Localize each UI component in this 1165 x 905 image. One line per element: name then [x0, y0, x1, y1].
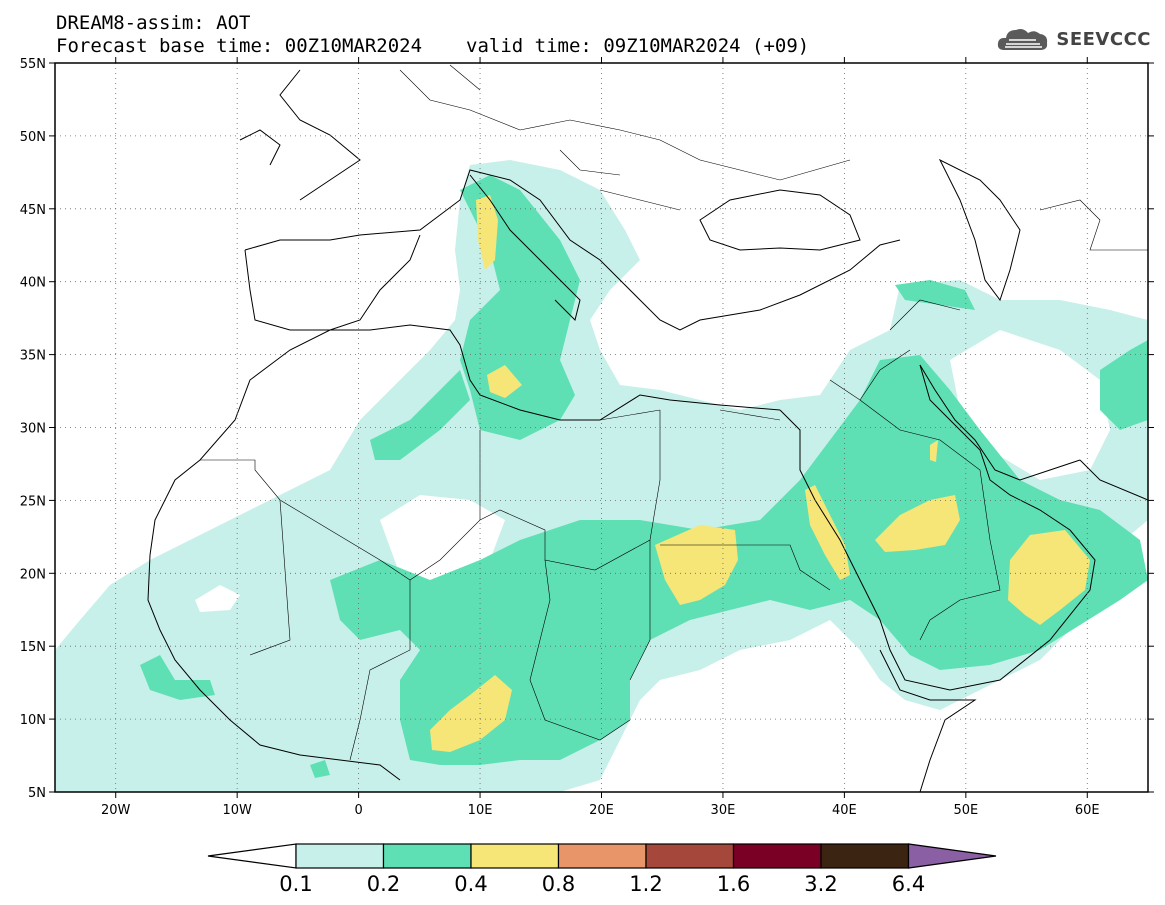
- lat-label: 20N: [20, 567, 46, 582]
- aot-contour-0.4: [1008, 530, 1090, 625]
- border: [1039, 199, 1148, 251]
- coastline-black-sea: [699, 189, 861, 251]
- lat-label: 40N: [20, 276, 46, 291]
- forecast-base-time: Forecast base time: 00Z10MAR2024: [56, 35, 423, 57]
- lon-label: 50E: [953, 803, 978, 818]
- colorbar-bin: [382, 843, 472, 869]
- colorbar-label: 1.6: [717, 872, 750, 896]
- border: [859, 399, 1001, 641]
- aot-contour-0.2: [310, 760, 330, 778]
- seevccc-logo: SEEVCCC: [996, 24, 1151, 54]
- border: [529, 559, 631, 741]
- aot-contour-0.2: [895, 280, 975, 310]
- coastline-italy: [469, 174, 581, 321]
- colorbar: [207, 843, 997, 869]
- aot-gap: [195, 585, 240, 612]
- colorbar-under: [207, 843, 297, 869]
- colorbar-label: 0.1: [279, 872, 312, 896]
- lon-label: 20E: [589, 803, 614, 818]
- colorbar-bin: [295, 843, 385, 869]
- forecast-times: Forecast base time: 00Z10MAR2024 valid ti…: [56, 35, 809, 57]
- border: [200, 410, 661, 581]
- colorbar-label: 0.4: [454, 872, 487, 896]
- lat-label: 5N: [28, 786, 46, 801]
- colorbar-label: 6.4: [892, 872, 925, 896]
- coastline-caspian: [938, 158, 1021, 302]
- colorbar-label: 0.2: [367, 872, 400, 896]
- colorbar-bin: [557, 843, 647, 869]
- lon-label: 0: [354, 803, 362, 818]
- coastlines: [147, 69, 1148, 792]
- border: [519, 119, 851, 211]
- lon-label: 10E: [468, 803, 493, 818]
- aot-contour-0.4: [430, 675, 512, 752]
- coastline-horn: [879, 649, 977, 792]
- colorbar-bin: [645, 843, 735, 869]
- latitude-labels: 5N 10N 15N 20N 25N 30N 35N 40N 45N 50N 55N: [20, 57, 46, 801]
- coastline-france-uk: [239, 69, 361, 201]
- colorbar-label: 3.2: [804, 872, 837, 896]
- coastline-arabia-east: [1079, 459, 1148, 501]
- lon-label: 30E: [711, 803, 736, 818]
- aot-fields: [55, 160, 1148, 792]
- aot-contour-0.4: [875, 495, 960, 552]
- coastline-persian-gulf: [919, 364, 1081, 481]
- coastline-africa-west: [149, 324, 781, 556]
- lon-label: 10W: [222, 803, 252, 818]
- border: [479, 409, 781, 520]
- colorbar-bin: [470, 843, 560, 869]
- lon-label: 40E: [832, 803, 857, 818]
- colorbar-bin: [820, 843, 910, 869]
- lat-label: 10N: [20, 713, 46, 728]
- border: [249, 499, 411, 761]
- border: [829, 299, 961, 401]
- aot-contour-0.2: [140, 655, 215, 700]
- colorbar-bin: [732, 843, 822, 869]
- longitude-labels: 20W 10W 0 10E 20E 30E 40E 50E 60E: [101, 803, 1100, 818]
- lat-label: 30N: [20, 422, 46, 437]
- map-title: DREAM8-assim: AOT: [56, 12, 251, 34]
- lat-label: 15N: [20, 640, 46, 655]
- colorbar-labels: 0.1 0.2 0.4 0.8 1.2 1.6 3.2 6.4: [279, 872, 925, 896]
- coastline-iberia: [244, 234, 421, 331]
- aot-contour-0.1: [55, 160, 1148, 792]
- aot-contour-0.2: [1100, 340, 1148, 430]
- border: [399, 64, 521, 131]
- coastline-europe-south: [244, 169, 901, 331]
- cloud-icon: [998, 29, 1048, 50]
- colorbar-label: 0.8: [542, 872, 575, 896]
- coastline-red-sea: [779, 364, 1096, 691]
- aot-contour-0.4: [805, 485, 850, 580]
- lon-label: 20W: [101, 803, 131, 818]
- colorbar-label: 1.2: [629, 872, 662, 896]
- axis-ticks: [49, 57, 1154, 798]
- logo-text: SEEVCCC: [1056, 28, 1151, 50]
- aot-contour-0.4: [476, 195, 498, 270]
- coastline-africa-southwest: [147, 554, 401, 781]
- lat-label: 35N: [20, 349, 46, 364]
- lat-label: 45N: [20, 203, 46, 218]
- colorbar-over: [907, 843, 997, 869]
- country-borders: [200, 64, 1148, 761]
- lat-label: 55N: [20, 57, 46, 72]
- map-grid: [55, 63, 1148, 792]
- aot-contour-0.4: [487, 365, 522, 398]
- lat-label: 50N: [20, 130, 46, 145]
- lat-label: 25N: [20, 494, 46, 509]
- aot-contour-0.2: [370, 370, 470, 460]
- valid-time: valid time: 09Z10MAR2024 (+09): [466, 35, 810, 57]
- lon-label: 60E: [1075, 803, 1100, 818]
- aot-contour-0.4: [930, 440, 938, 462]
